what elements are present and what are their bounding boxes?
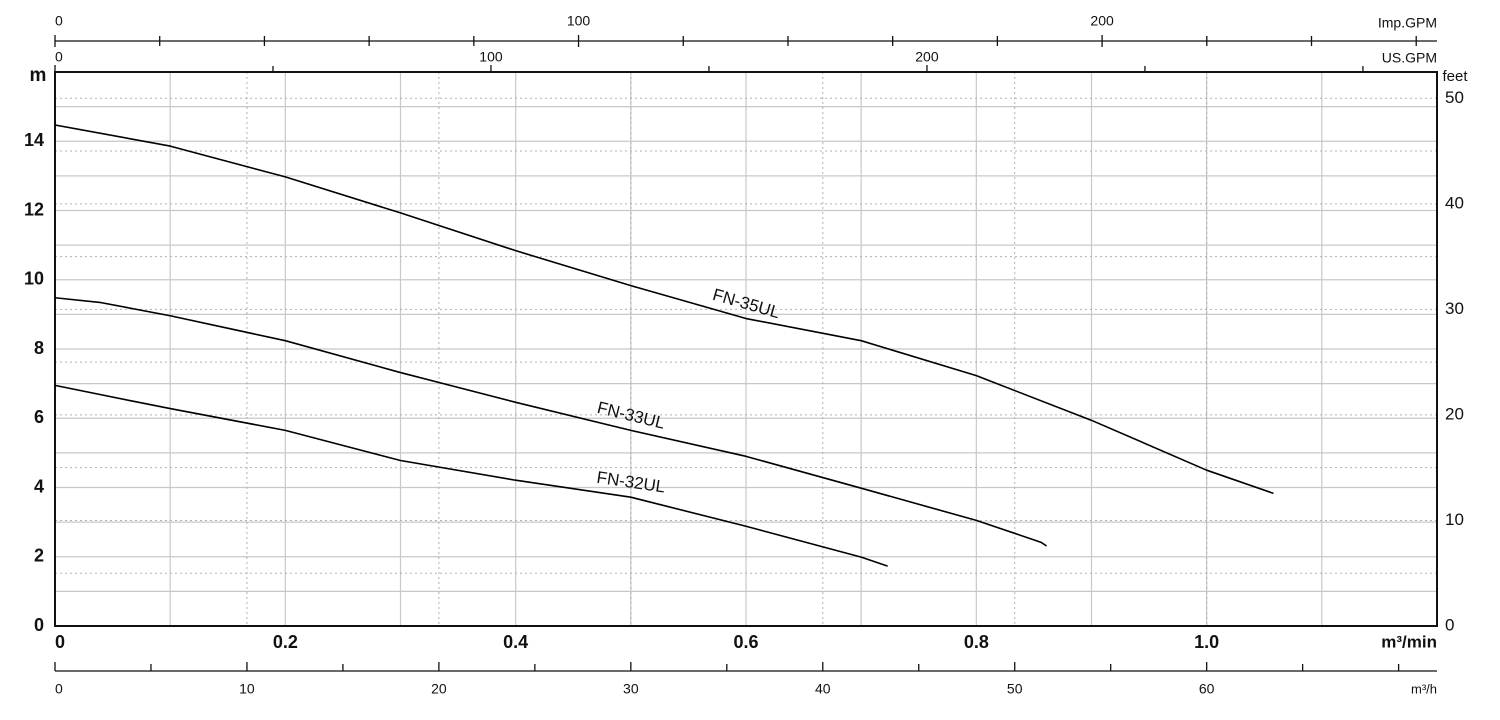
y-tick-label: 2 [34,546,44,566]
y2-tick-label: 40 [1445,193,1464,212]
y-axis-label: m [30,65,47,86]
bottom-tick-label: 20 [431,681,447,697]
bottom-tick-label: 50 [1007,681,1023,697]
y-tick-label: 6 [34,407,44,427]
bottom-tick-label: 10 [239,681,255,697]
x-tick-label: 0.6 [733,632,758,652]
top-tick-label: 100 [479,49,503,65]
top-tick-label: 0 [55,49,63,65]
bottom-tick-label: 60 [1199,681,1215,697]
x-axis-label: m³/min [1381,632,1437,651]
x-tick-label: 0.4 [503,632,528,652]
x-tick-label: 0.8 [964,632,989,652]
y-tick-label: 12 [24,199,44,219]
y2-tick-label: 50 [1445,88,1464,107]
y2-tick-label: 30 [1445,299,1464,318]
top-tick-label: 100 [567,13,591,29]
y2-axis-label: feet [1442,68,1468,85]
x-tick-label: 0.2 [273,632,298,652]
y-tick-label: 8 [34,338,44,358]
top-axis-label: Imp.GPM [1378,15,1437,31]
x-tick-label: 0 [55,632,65,652]
bottom-tick-label: 0 [55,681,63,697]
top-tick-label: 200 [915,49,939,65]
bottom-tick-label: 40 [815,681,831,697]
y-tick-label: 4 [34,476,44,496]
top-tick-label: 200 [1090,13,1114,29]
top-tick-label: 0 [55,13,63,29]
y2-tick-label: 20 [1445,404,1464,423]
plot-frame [54,71,1438,627]
y-tick-label: 14 [24,130,44,150]
bottom-tick-label: 30 [623,681,639,697]
y2-tick-label: 10 [1445,510,1464,529]
top-axis-label: US.GPM [1382,50,1437,66]
pump-curve [54,384,888,567]
overlay: 0 0.2 0.4 0.6 0.8 1.0 0 2 4 6 8 10 12 14 0 10 20 30 40 50 0 1… [24,13,1464,697]
y2-tick-label: 0 [1445,615,1454,634]
pump-curve [54,124,1274,495]
pump-curve [54,296,1048,547]
grid [54,72,1437,627]
y-tick-label: 0 [34,615,44,635]
y-tick-label: 10 [24,269,44,289]
bottom-axis-label: m³/h [1411,681,1437,696]
x-tick-label: 1.0 [1194,632,1219,652]
